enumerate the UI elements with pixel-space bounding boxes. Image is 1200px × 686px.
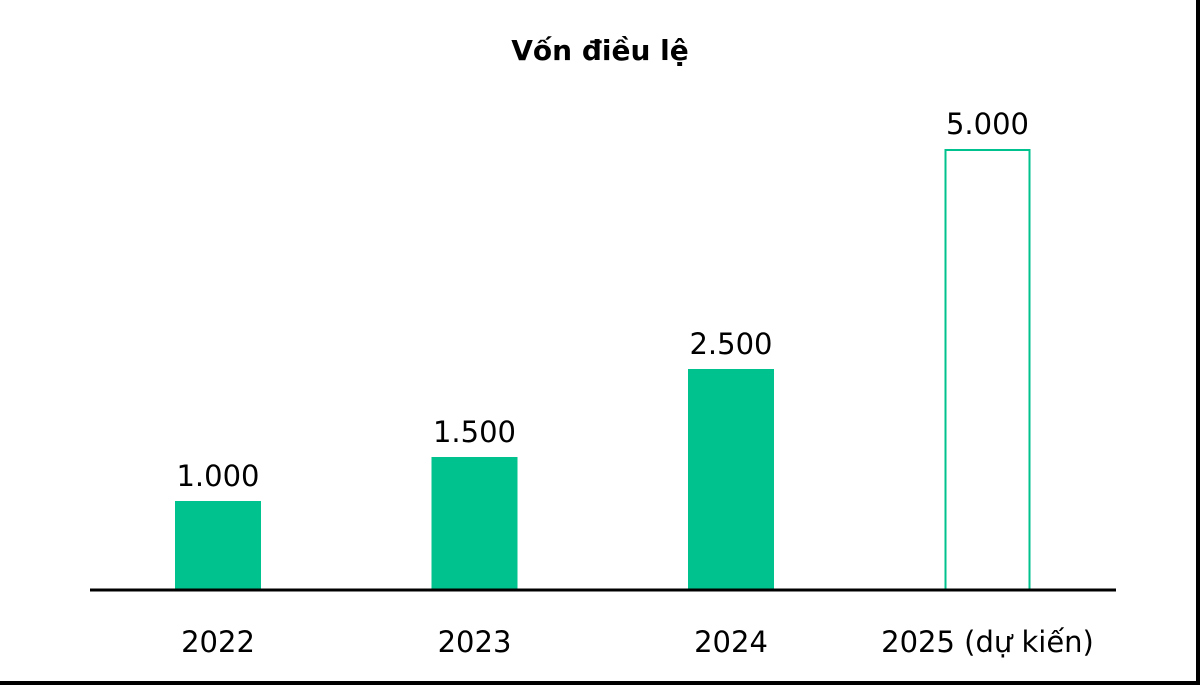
- bar-2022: [175, 501, 261, 589]
- x-tick-label: 2025 (dự kiến): [881, 625, 1094, 659]
- bar-2024: [688, 369, 774, 589]
- bar-2023: [431, 457, 518, 589]
- x-tick-label: 2022: [181, 625, 255, 659]
- x-tick-label: 2023: [438, 625, 512, 659]
- data-label: 2.500: [689, 327, 772, 361]
- x-tick-label: 2024: [694, 625, 768, 659]
- data-label: 5.000: [946, 107, 1029, 141]
- chart-title: Vốn điều lệ: [511, 34, 689, 67]
- data-label: 1.000: [176, 459, 259, 493]
- data-label: 1.500: [433, 415, 516, 449]
- bar-2025: [944, 149, 1031, 591]
